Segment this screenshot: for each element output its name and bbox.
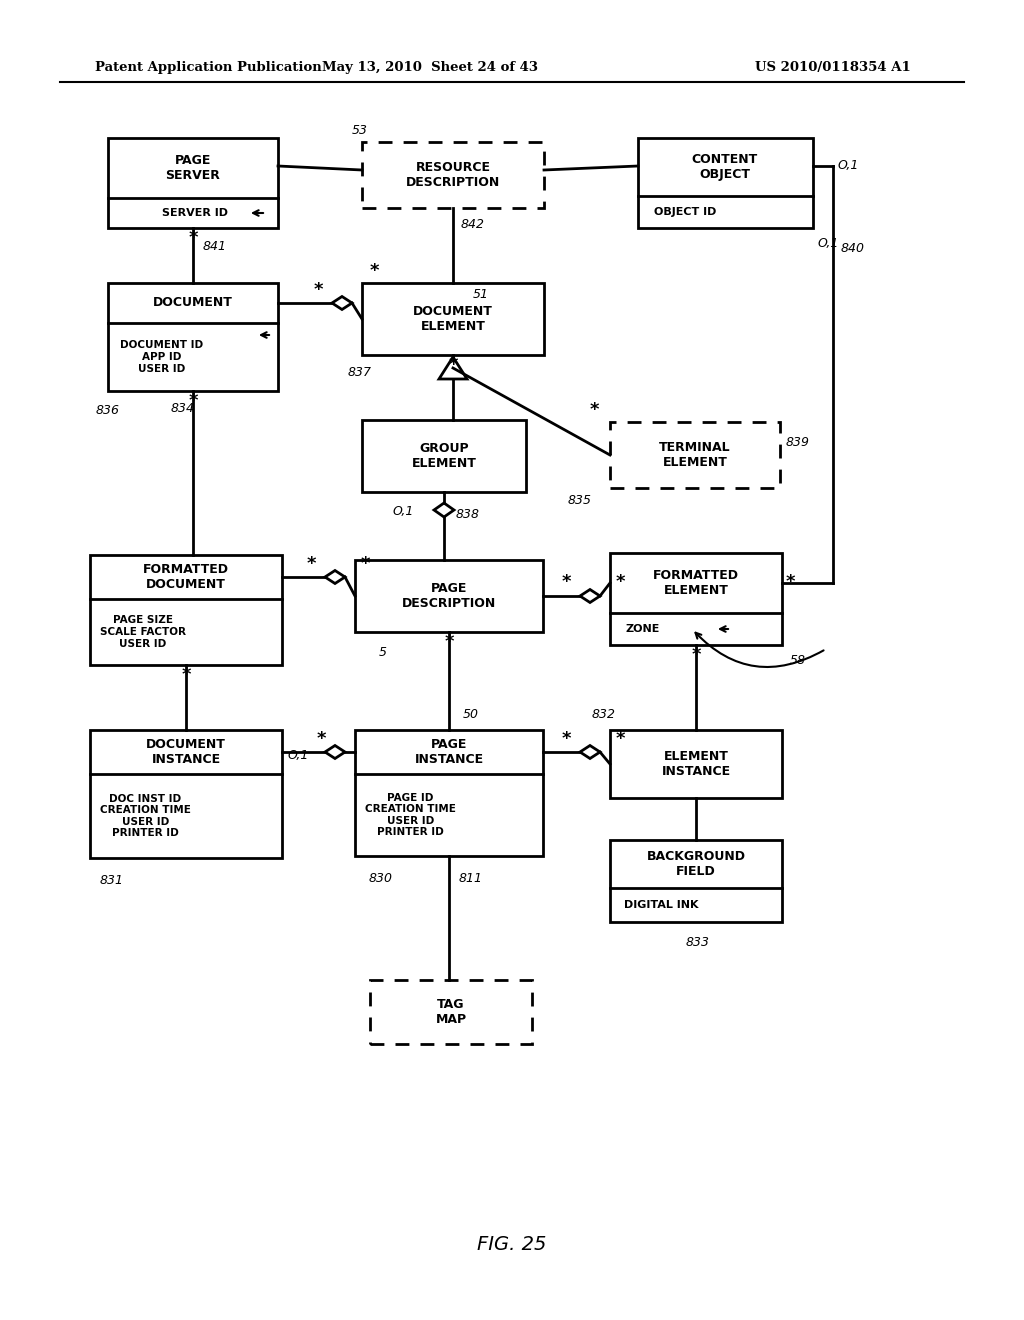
Text: TAG
MAP: TAG MAP <box>435 998 467 1026</box>
Text: *: * <box>691 645 700 664</box>
Text: ZONE: ZONE <box>626 624 660 634</box>
Text: 58: 58 <box>790 655 806 668</box>
Text: 834: 834 <box>171 403 195 416</box>
Text: DOCUMENT
INSTANCE: DOCUMENT INSTANCE <box>146 738 226 766</box>
Text: *: * <box>615 730 625 748</box>
Polygon shape <box>439 356 467 379</box>
Text: *: * <box>188 228 198 247</box>
Bar <box>638 139 813 228</box>
Bar <box>90 730 282 858</box>
Bar <box>108 139 278 228</box>
Text: DOC INST ID
CREATION TIME
USER ID
PRINTER ID: DOC INST ID CREATION TIME USER ID PRINTE… <box>100 793 190 838</box>
Text: GROUP
ELEMENT: GROUP ELEMENT <box>412 442 476 470</box>
Text: *: * <box>181 667 190 684</box>
Text: 5: 5 <box>379 645 387 659</box>
Polygon shape <box>325 570 345 583</box>
Text: PAGE
DESCRIPTION: PAGE DESCRIPTION <box>401 582 496 610</box>
Text: CONTENT
OBJECT: CONTENT OBJECT <box>692 153 758 181</box>
Text: DOCUMENT ID
APP ID
USER ID: DOCUMENT ID APP ID USER ID <box>120 341 203 374</box>
Text: DOCUMENT
ELEMENT: DOCUMENT ELEMENT <box>413 305 493 333</box>
Text: 838: 838 <box>456 507 480 520</box>
Text: 830: 830 <box>369 871 393 884</box>
Text: 53: 53 <box>352 124 368 136</box>
Text: 842: 842 <box>461 218 485 231</box>
Text: FIG. 25: FIG. 25 <box>477 1236 547 1254</box>
Text: 833: 833 <box>686 936 710 949</box>
Text: OBJECT ID: OBJECT ID <box>654 207 717 216</box>
Bar <box>362 143 544 209</box>
Text: *: * <box>561 730 570 748</box>
Text: *: * <box>561 573 570 591</box>
Text: 831: 831 <box>100 874 124 887</box>
Text: May 13, 2010  Sheet 24 of 43: May 13, 2010 Sheet 24 of 43 <box>322 62 538 74</box>
Text: US 2010/0118354 A1: US 2010/0118354 A1 <box>755 62 910 74</box>
Text: O,1: O,1 <box>838 160 859 173</box>
Bar <box>355 560 543 632</box>
Text: *: * <box>313 281 323 300</box>
Text: O,1: O,1 <box>392 506 414 519</box>
Bar <box>108 282 278 391</box>
Text: DOCUMENT: DOCUMENT <box>153 297 232 309</box>
Text: ELEMENT
INSTANCE: ELEMENT INSTANCE <box>662 750 730 777</box>
Bar <box>610 553 782 645</box>
Polygon shape <box>325 746 345 759</box>
Text: PAGE
INSTANCE: PAGE INSTANCE <box>415 738 483 766</box>
Text: *: * <box>785 573 795 591</box>
Text: *: * <box>316 730 326 748</box>
Text: SERVER ID: SERVER ID <box>162 209 228 218</box>
Bar <box>610 840 782 921</box>
Bar <box>610 422 780 488</box>
Text: 835: 835 <box>568 494 592 507</box>
Text: 811: 811 <box>459 871 483 884</box>
Bar <box>370 979 532 1044</box>
Text: 841: 841 <box>203 239 227 252</box>
Polygon shape <box>434 503 454 517</box>
Text: *: * <box>306 554 315 573</box>
Text: 836: 836 <box>96 404 120 417</box>
Polygon shape <box>580 746 600 759</box>
Bar <box>610 730 782 799</box>
Bar <box>90 554 282 665</box>
Text: *: * <box>589 401 599 418</box>
Text: *: * <box>188 392 198 411</box>
Text: 840: 840 <box>841 242 865 255</box>
Bar <box>362 420 526 492</box>
Text: O,1: O,1 <box>288 750 309 763</box>
Text: TERMINAL
ELEMENT: TERMINAL ELEMENT <box>659 441 731 469</box>
Text: 839: 839 <box>786 436 810 449</box>
Bar <box>355 730 543 855</box>
Polygon shape <box>332 297 352 309</box>
Text: 51: 51 <box>473 289 489 301</box>
Text: PAGE SIZE
SCALE FACTOR
USER ID: PAGE SIZE SCALE FACTOR USER ID <box>100 615 186 648</box>
Text: Patent Application Publication: Patent Application Publication <box>95 62 322 74</box>
Polygon shape <box>580 590 600 602</box>
Text: 837: 837 <box>348 367 372 380</box>
Text: *: * <box>449 356 458 374</box>
Text: DIGITAL INK: DIGITAL INK <box>624 900 698 909</box>
Text: BACKGROUND
FIELD: BACKGROUND FIELD <box>646 850 745 878</box>
Text: *: * <box>370 261 379 280</box>
Text: PAGE ID
CREATION TIME
USER ID
PRINTER ID: PAGE ID CREATION TIME USER ID PRINTER ID <box>365 792 456 837</box>
Text: *: * <box>360 554 370 573</box>
Text: FORMATTED
DOCUMENT: FORMATTED DOCUMENT <box>143 564 229 591</box>
Text: *: * <box>444 634 454 651</box>
Text: PAGE
SERVER: PAGE SERVER <box>166 154 220 182</box>
Text: 50: 50 <box>463 708 479 721</box>
Text: O,1: O,1 <box>817 238 839 251</box>
Text: 832: 832 <box>592 708 616 721</box>
Text: *: * <box>615 573 625 591</box>
Text: RESOURCE
DESCRIPTION: RESOURCE DESCRIPTION <box>406 161 500 189</box>
Text: FORMATTED
ELEMENT: FORMATTED ELEMENT <box>653 569 739 597</box>
Bar <box>362 282 544 355</box>
